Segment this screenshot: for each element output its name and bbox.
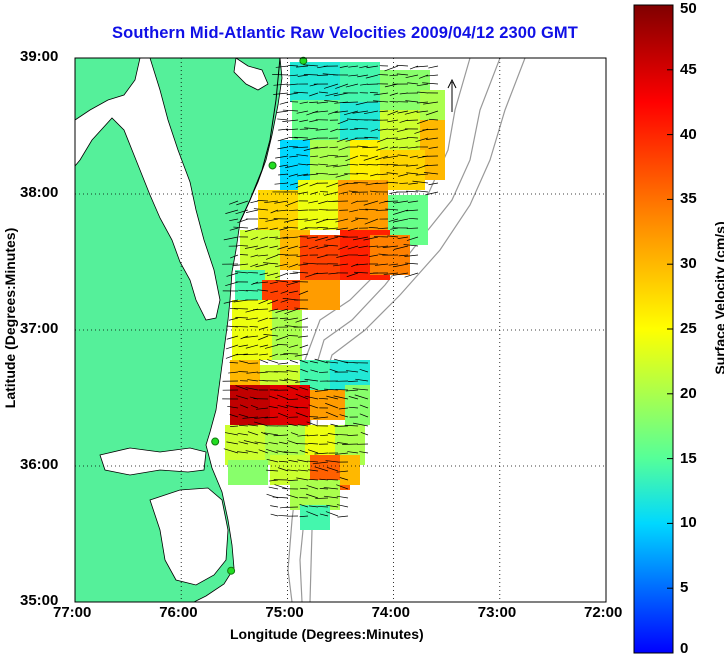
- y-tick-label: 37:00: [20, 320, 58, 337]
- x-axis-label: Longitude (Degrees:Minutes): [230, 626, 424, 642]
- colorbar-tick-label: 30: [680, 255, 697, 272]
- velocity-cell: [300, 235, 340, 285]
- colorbar-tick-label: 15: [680, 450, 697, 467]
- x-tick-label: 77:00: [53, 604, 91, 621]
- velocity-cell: [230, 385, 270, 425]
- y-axis-label: Latitude (Degrees:Minutes): [2, 208, 18, 428]
- colorbar-tick-label: 35: [680, 190, 697, 207]
- x-tick-label: 74:00: [372, 604, 410, 621]
- x-tick-label: 72:00: [584, 604, 622, 621]
- chart-title: Southern Mid-Atlantic Raw Velocities 200…: [60, 24, 630, 43]
- velocity-cell: [300, 280, 340, 310]
- colorbar-tick-label: 10: [680, 514, 697, 531]
- x-tick-label: 75:00: [265, 604, 303, 621]
- x-tick-label: 76:00: [159, 604, 197, 621]
- colorbar-tick-label: 20: [680, 385, 697, 402]
- velocity-cell: [300, 505, 330, 530]
- velocity-cell: [225, 425, 265, 465]
- albemarle-sound: [100, 448, 206, 475]
- colorbar-tick-label: 45: [680, 61, 697, 78]
- colorbar-tick-label: 5: [680, 579, 688, 596]
- station-virginia: [212, 438, 219, 445]
- velocity-cell: [228, 460, 268, 485]
- colorbar-tick-label: 0: [680, 640, 688, 657]
- velocity-cell: [380, 110, 420, 150]
- velocity-cell: [290, 62, 340, 102]
- velocity-cell: [270, 385, 310, 425]
- velocity-cell: [340, 455, 360, 485]
- y-tick-label: 36:00: [20, 456, 58, 473]
- colorbar-label: Surface Velocity (cm/s): [712, 198, 724, 398]
- velocity-cell: [338, 180, 388, 230]
- x-tick-label: 73:00: [478, 604, 516, 621]
- y-tick-label: 39:00: [20, 48, 58, 65]
- station-south: [228, 567, 235, 574]
- colorbar-tick-label: 40: [680, 126, 697, 143]
- colorbar-tick-label: 25: [680, 320, 697, 337]
- velocity-cell: [340, 102, 380, 142]
- station-delaware: [269, 162, 276, 169]
- colorbar-tick-label: 50: [680, 0, 697, 17]
- y-tick-label: 38:00: [20, 184, 58, 201]
